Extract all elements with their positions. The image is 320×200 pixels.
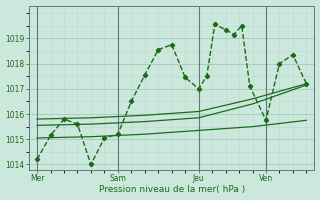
X-axis label: Pression niveau de la mer( hPa ): Pression niveau de la mer( hPa ): [99, 185, 245, 194]
